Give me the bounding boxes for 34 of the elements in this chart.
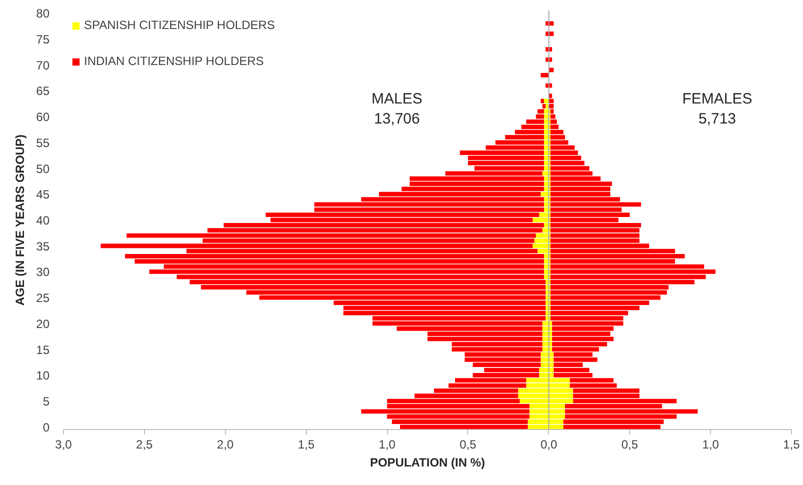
y-tick-label: 75 [36,32,50,46]
x-tick-label: 0,5 [621,438,638,452]
x-tick-label: 3,0 [55,438,72,452]
x-tick-label: 2,0 [216,438,234,452]
y-tick-label: 10 [36,368,50,383]
y-tick-label: 80 [36,6,50,21]
y-tick-label: 40 [36,214,50,228]
y-tick-label: 50 [36,162,50,176]
x-tick-label: 1,0 [378,438,396,452]
annotation: FEMALES 5,713 [682,90,752,128]
y-tick-label: 60 [36,110,50,124]
x-tick-label: 1,5 [783,438,800,452]
x-tick-label: 0,0 [540,438,558,452]
x-axis-title: POPULATION (IN %) [370,456,486,470]
y-tick-label: 0 [42,420,50,434]
y-tick-label: 5 [42,394,50,409]
y-tick-label: 45 [36,188,50,202]
legend-label: INDIAN CITIZENSHIP HOLDERS [84,54,264,68]
y-tick-label: 30 [36,265,50,280]
y-tick-label: 15 [36,342,50,357]
x-tick-label: 1,5 [298,438,315,452]
y-tick-label: 70 [36,58,50,72]
x-tick-label: 2,5 [136,438,154,452]
y-tick-label: 35 [36,239,50,254]
y-tick-label: 55 [36,136,50,150]
y-tick-label: 25 [36,291,50,306]
annotation: MALES 13,706 [372,90,422,128]
x-tick-label: 1,0 [702,438,720,452]
y-tick-label: 20 [36,316,50,331]
y-axis-title: AGE (IN FIVE YEARS GROUP) [13,134,28,306]
legend-label: SPANISH CITIZENSHIP HOLDERS [84,18,275,32]
y-tick-label: 65 [36,84,50,98]
bar [540,72,549,78]
x-tick-label: 0,5 [460,438,477,452]
